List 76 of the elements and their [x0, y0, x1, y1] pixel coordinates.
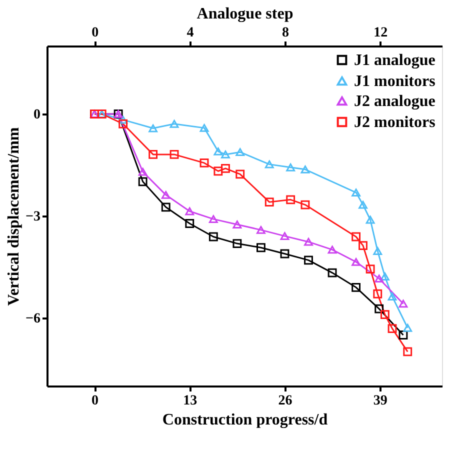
point — [328, 246, 337, 254]
x2-tick-label: 8 — [282, 26, 289, 40]
point — [161, 202, 170, 212]
point — [161, 190, 170, 199]
point — [221, 150, 230, 158]
point — [304, 238, 313, 246]
point — [236, 170, 245, 179]
point — [118, 116, 128, 124]
point — [286, 163, 296, 172]
point — [148, 150, 158, 159]
point — [366, 264, 375, 274]
legend-label: J2 monitors — [354, 114, 436, 131]
y-tick-label: −3 — [26, 210, 40, 224]
legend-label: J1 analogue — [354, 52, 436, 69]
point — [208, 215, 218, 224]
point — [280, 232, 290, 240]
point — [286, 195, 296, 204]
point — [264, 160, 274, 168]
x2-axis-title: Analogue step — [196, 6, 294, 22]
point — [304, 256, 313, 265]
x2-tick-label: 0 — [92, 26, 99, 40]
point — [373, 247, 382, 255]
x-tick-label: 13 — [183, 394, 198, 408]
point — [398, 330, 408, 340]
x-tick-label: 39 — [373, 394, 388, 408]
point — [352, 282, 361, 292]
point — [358, 200, 368, 209]
point — [118, 119, 128, 128]
x-axis-title: Construction progress/d — [162, 412, 328, 428]
point — [200, 158, 209, 168]
legend-label: J2 analogue — [354, 93, 436, 110]
x2-tick-label: 4 — [186, 26, 194, 40]
point — [328, 268, 337, 278]
point — [380, 272, 390, 280]
point — [403, 324, 412, 332]
x-tick-label: 0 — [92, 394, 99, 408]
point — [170, 150, 179, 159]
point — [280, 249, 290, 258]
point — [236, 148, 245, 156]
y-tick-label: −6 — [26, 312, 40, 326]
point — [138, 168, 148, 176]
point — [300, 200, 310, 210]
point — [352, 232, 361, 242]
point — [214, 166, 223, 176]
point — [214, 147, 223, 156]
point — [170, 120, 179, 128]
point — [403, 347, 412, 356]
y-axis-title: Vertical displacement/mm — [6, 126, 23, 306]
point — [264, 198, 274, 207]
point — [256, 243, 266, 252]
legend-label: J1 monitors — [354, 73, 436, 90]
point — [352, 258, 361, 266]
point — [300, 165, 310, 174]
y-tick-label: 0 — [34, 108, 40, 122]
point — [221, 164, 230, 173]
point — [232, 239, 242, 248]
point — [358, 241, 368, 250]
point — [200, 124, 209, 132]
point — [185, 207, 194, 216]
point — [388, 292, 397, 301]
point — [185, 219, 194, 228]
point — [208, 232, 218, 242]
x2-tick-label: 12 — [374, 26, 388, 40]
point — [366, 216, 375, 224]
point — [232, 220, 242, 228]
point — [374, 304, 384, 314]
point — [373, 289, 382, 298]
point — [380, 310, 390, 320]
point — [148, 124, 158, 132]
point — [352, 188, 361, 196]
point — [256, 226, 266, 234]
point — [374, 274, 384, 283]
x-tick-label: 26 — [278, 394, 292, 408]
point — [138, 177, 148, 186]
point — [398, 300, 408, 308]
point — [388, 324, 397, 333]
